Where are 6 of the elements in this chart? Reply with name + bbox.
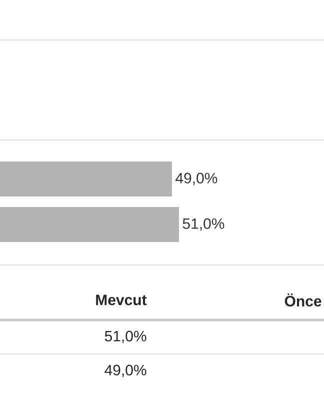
text: 51,0%: [104, 330, 146, 344]
data-label: 49,0%: [176, 172, 218, 186]
text: 49,0%: [104, 364, 146, 378]
text: Mevcut: [96, 294, 147, 306]
data-label: 51,0%: [182, 218, 224, 231]
text: Önce: [284, 294, 322, 306]
